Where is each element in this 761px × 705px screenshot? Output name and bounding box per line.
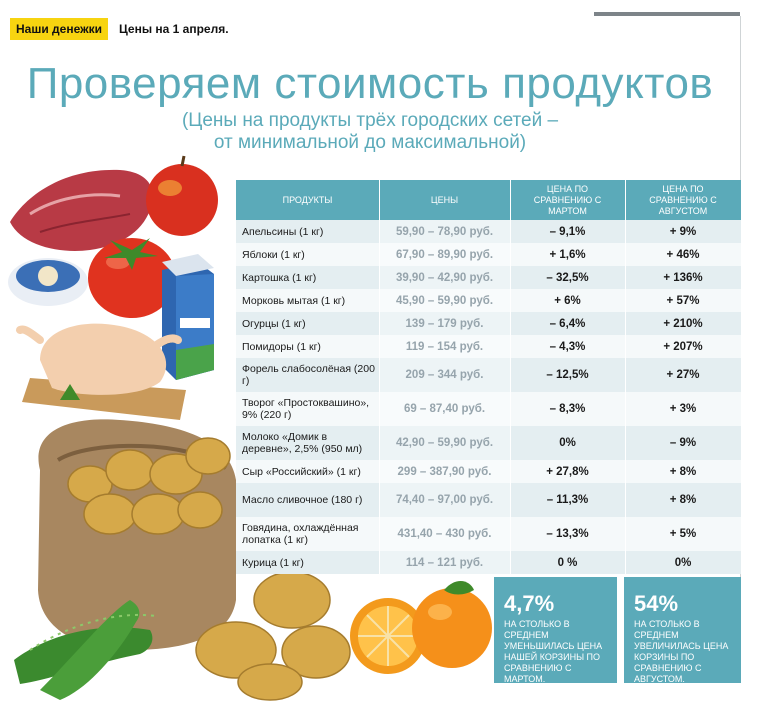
header-vs-march: Цена по сравнению с мартом — [533, 183, 602, 216]
vs-march-cell: – 4,3% — [549, 340, 586, 353]
meat-icon — [10, 169, 153, 251]
price-cell: 67,90 – 89,90 руб. — [379, 243, 510, 266]
price-cell: 209 – 344 руб. — [379, 358, 510, 392]
product-cell: Морковь мытая (1 кг) — [242, 294, 346, 307]
vs-march-cell: – 12,5% — [546, 369, 589, 381]
product-cell: Яблоки (1 кг) — [242, 248, 305, 261]
price-cell: 42,90 – 59,90 руб. — [379, 426, 510, 460]
price-cell: 299 – 387,90 руб. — [379, 460, 510, 483]
price-table: Продукты Цены Цена по сравнению с мартом… — [236, 180, 741, 577]
product-cell: Курица (1 кг) — [242, 556, 304, 569]
vs-august-cell: + 46% — [666, 248, 700, 261]
table-row: Творог «Простоквашино», 9% (220 г) 69 – 8… — [236, 392, 741, 426]
vs-march-cell: – 32,5% — [546, 271, 589, 284]
potato-sack-icon — [38, 419, 236, 650]
subtitle-line-2: от минимальной до максимальной) — [213, 132, 527, 153]
vs-august-cell: + 5% — [669, 528, 697, 540]
tomato-icon — [88, 238, 176, 318]
product-cell: Творог «Простоквашино», 9% (220 г) — [242, 397, 370, 421]
vs-august-cell: + 27% — [666, 369, 700, 381]
summary-text: На столько в среднем уменьшилась цена на… — [504, 619, 603, 684]
vs-march-cell: 0 % — [557, 556, 578, 569]
date-label: Цены на 1 апреля. — [119, 22, 229, 36]
table-row: Курица (1 кг) 114 – 121 руб. 0 % 0% — [236, 551, 741, 574]
chicken-icon — [16, 323, 186, 420]
price-cell: 59,90 – 78,90 руб. — [379, 220, 510, 243]
summary-value: 4,7% — [504, 591, 555, 616]
summary-text: На столько в среднем увеличилась цена ко… — [634, 619, 729, 684]
price-cell: 69 – 87,40 руб. — [379, 392, 510, 426]
cucumbers-icon — [14, 600, 157, 700]
table-row: Молоко «Домик в деревне», 2,5% (950 мл) 4… — [236, 426, 741, 460]
product-cell: Говядина, охлаждённая лопатка (1 кг) — [242, 522, 359, 546]
vs-august-cell: + 3% — [669, 403, 697, 415]
oranges-icon — [350, 580, 492, 674]
table-row: Морковь мытая (1 кг) 45,90 – 59,90 руб. + … — [236, 289, 741, 312]
rubric-badge: Наши денежки — [10, 18, 108, 40]
header-vs-august: Цена по сравнению с августом — [649, 183, 717, 216]
price-cell: 139 – 179 руб. — [379, 312, 510, 335]
vs-august-cell: + 8% — [669, 465, 697, 478]
table-row: Говядина, охлаждённая лопатка (1 кг) 431,… — [236, 517, 741, 551]
vs-august-cell: + 136% — [663, 271, 703, 284]
price-cell: 74,40 – 97,00 руб. — [379, 483, 510, 517]
vs-august-cell: + 9% — [669, 225, 697, 238]
product-cell: Картошка (1 кг) — [242, 271, 317, 284]
price-cell: 39,90 – 42,90 руб. — [379, 266, 510, 289]
table-row: Масло сливочное (180 г) 74,40 – 97,00 руб… — [236, 483, 741, 517]
vs-march-cell: – 11,3% — [546, 494, 589, 506]
vs-august-cell: 0% — [674, 556, 692, 569]
table-row: Помидоры (1 кг) 119 – 154 руб. – 4,3% + 207… — [236, 335, 741, 358]
summary-box-august: 54% На столько в среднем увеличилась цен… — [624, 577, 741, 684]
vs-march-cell: 0% — [559, 437, 576, 449]
page-subtitle: (Цены на продукты трёх городских сетей –… — [0, 110, 740, 154]
vs-august-cell: + 8% — [669, 494, 697, 506]
product-cell: Огурцы (1 кг) — [242, 317, 306, 330]
summary-value: 54% — [634, 591, 679, 616]
milk-carton-icon — [162, 254, 214, 380]
vs-august-cell: – 9% — [669, 437, 697, 449]
product-cell: Масло сливочное (180 г) — [242, 494, 363, 506]
product-cell: Молоко «Домик в деревне», 2,5% (950 мл) — [242, 431, 363, 455]
price-cell: 114 – 121 руб. — [379, 551, 510, 574]
vs-march-cell: + 27,8% — [546, 465, 589, 478]
header-products: Продукты — [282, 194, 333, 205]
vs-march-cell: – 13,3% — [546, 528, 589, 540]
price-cell: 119 – 154 руб. — [379, 335, 510, 358]
header-prices: Цены — [430, 194, 459, 205]
vs-march-cell: – 6,4% — [549, 317, 586, 330]
price-cell: 431,40 – 430 руб. — [379, 517, 510, 551]
vs-august-cell: + 207% — [663, 340, 703, 353]
column-divider — [379, 180, 380, 577]
vs-march-cell: + 1,6% — [549, 248, 586, 261]
price-cell: 45,90 – 59,90 руб. — [379, 289, 510, 312]
product-cell: Помидоры (1 кг) — [242, 340, 321, 353]
table-row: Сыр «Российский» (1 кг) 299 – 387,90 руб.… — [236, 460, 741, 483]
product-cell: Форель слабосолёная (200 г) — [242, 363, 375, 387]
vs-march-cell: – 8,3% — [549, 403, 586, 415]
table-header: Продукты Цены Цена по сравнению с мартом… — [236, 180, 741, 220]
product-cell: Апельсины (1 кг) — [242, 225, 324, 238]
table-row: Огурцы (1 кг) 139 – 179 руб. – 6,4% + 210% — [236, 312, 741, 335]
product-cell: Сыр «Российский» (1 кг) — [242, 465, 361, 478]
vs-august-cell: + 57% — [666, 294, 700, 307]
vs-march-cell: + 6% — [554, 294, 581, 307]
table-row: Апельсины (1 кг) 59,90 – 78,90 руб. – 9,1%… — [236, 220, 741, 243]
apple-icon — [146, 155, 218, 236]
subtitle-line-1: (Цены на продукты трёх городских сетей – — [181, 110, 559, 131]
column-divider — [510, 180, 511, 577]
summary-box-march: 4,7% На столько в среднем уменьшилась це… — [494, 577, 617, 684]
vs-august-cell: + 210% — [663, 317, 703, 330]
page-title: Проверяем стоимость продуктов — [26, 59, 714, 108]
top-rule — [594, 12, 740, 16]
table-row: Яблоки (1 кг) 67,90 – 89,90 руб. + 1,6% + 4… — [236, 243, 741, 266]
cottage-cheese-icon — [8, 258, 88, 306]
table-row: Форель слабосолёная (200 г) 209 – 344 руб… — [236, 358, 741, 392]
potatoes-icon — [195, 571, 351, 701]
table-body: Апельсины (1 кг) 59,90 – 78,90 руб. – 9,1%… — [236, 220, 741, 574]
column-divider — [625, 180, 626, 577]
vs-march-cell: – 9,1% — [549, 225, 586, 238]
table-row: Картошка (1 кг) 39,90 – 42,90 руб. – 32,5%… — [236, 266, 741, 289]
